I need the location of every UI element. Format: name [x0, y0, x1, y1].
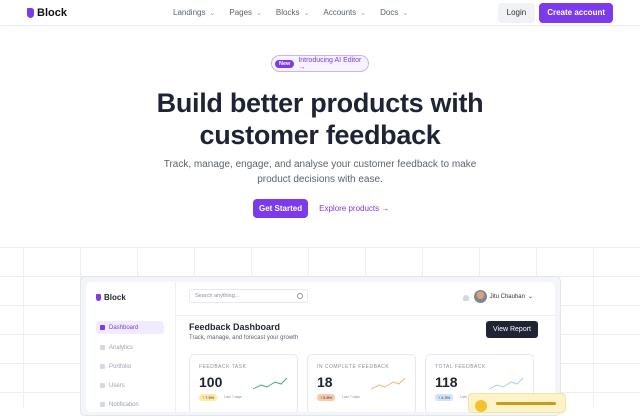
stat-label: TOTAL FEEDBACK: [435, 364, 486, 370]
toast-text-placeholder: [496, 402, 556, 405]
sparkline: [253, 377, 288, 390]
check-icon: [475, 400, 487, 412]
stat-period: Last 7 days: [224, 395, 242, 399]
login-button[interactable]: Login: [497, 3, 536, 23]
folder-icon: [100, 364, 105, 369]
sparkline: [371, 377, 406, 390]
hero-subtitle: Track, manage, engage, and analyse your …: [163, 159, 477, 185]
hero-title: Build better products with customer feedb…: [156, 88, 484, 150]
stat-period: Last 7 days: [342, 395, 360, 399]
view-report-button[interactable]: View Report: [485, 321, 538, 338]
chevron-down-icon: ⌄: [303, 10, 310, 17]
dashboard-preview: Block Dashboard Analytics Portfolio User…: [80, 276, 561, 416]
avatar: [473, 290, 487, 303]
stat-change: ↑ 5.8%: [317, 394, 336, 401]
chevron-down-icon: ⌄: [256, 10, 262, 17]
new-tag: New: [275, 59, 295, 68]
create-account-button[interactable]: Create account: [539, 3, 613, 23]
badge-text: Introducing AI Editor →: [298, 56, 362, 71]
stat-card: IN COMPLETE FEEDBACK 18 ↑ 5.8% Last 7 da…: [307, 354, 416, 412]
nav-blocks[interactable]: Blocks ⌄: [275, 8, 310, 17]
brand-name: Block: [37, 6, 67, 19]
chevron-down-icon: ⌄: [209, 10, 216, 17]
sidebar-item-notification[interactable]: Notification: [96, 398, 164, 411]
explore-products-link[interactable]: Explore products →: [319, 204, 390, 213]
logo-icon: [96, 294, 101, 301]
stat-change: ↑ 7.5%: [199, 394, 218, 401]
pie-chart-icon: [100, 345, 105, 350]
stat-card: FEEDBACK TASK 100 ↑ 7.5% Last 7 days: [189, 354, 298, 412]
users-icon: [100, 383, 105, 388]
chevron-down-icon: ⌄: [360, 10, 367, 17]
nav-docs[interactable]: Docs ⌄: [380, 8, 409, 17]
announcement-badge[interactable]: New Introducing AI Editor →: [271, 55, 369, 72]
get-started-button[interactable]: Get Started: [253, 199, 309, 218]
nav-landings[interactable]: Landings ⌄: [173, 8, 216, 17]
sidebar-item-analytics[interactable]: Analytics: [96, 341, 164, 354]
search-input[interactable]: Search anything...: [189, 289, 308, 303]
sidebar-item-users[interactable]: Users: [96, 379, 164, 392]
nav-pages[interactable]: Pages ⌄: [229, 8, 262, 17]
stat-value: 118: [435, 374, 458, 390]
sidebar-item-portfolio[interactable]: Portfolio: [96, 360, 164, 373]
top-nav: Block Landings ⌄ Pages ⌄ Blocks ⌄ Accounts ⌄…: [0, 0, 640, 26]
user-menu[interactable]: Jitu Chauhan ⌄: [473, 290, 533, 303]
dashboard-description: Track, manage, and forecast your growth: [189, 335, 299, 341]
chevron-down-icon: ⌄: [527, 294, 533, 300]
dashboard-title: Feedback Dashboard: [189, 322, 281, 332]
nav-accounts[interactable]: Accounts ⌄: [323, 8, 367, 17]
grid-icon: [100, 325, 105, 330]
stat-label: IN COMPLETE FEEDBACK: [317, 364, 390, 370]
sidebar-item-dashboard[interactable]: Dashboard: [96, 321, 164, 334]
search-icon: [297, 293, 303, 299]
sidebar: Block Dashboard Analytics Portfolio User…: [86, 282, 176, 412]
brand-logo[interactable]: Block: [27, 7, 67, 19]
bell-icon: [100, 402, 105, 407]
sparkline: [489, 377, 524, 390]
chevron-down-icon: ⌄: [402, 10, 409, 17]
toast-notification: [468, 393, 566, 413]
stat-value: 100: [199, 374, 223, 390]
brand-name: Block: [104, 293, 126, 302]
logo-icon: [27, 7, 34, 18]
stat-label: FEEDBACK TASK: [199, 364, 247, 370]
stat-change: ↑ 4.3%: [435, 394, 454, 401]
bell-icon[interactable]: [463, 295, 469, 301]
stat-value: 18: [317, 374, 333, 390]
